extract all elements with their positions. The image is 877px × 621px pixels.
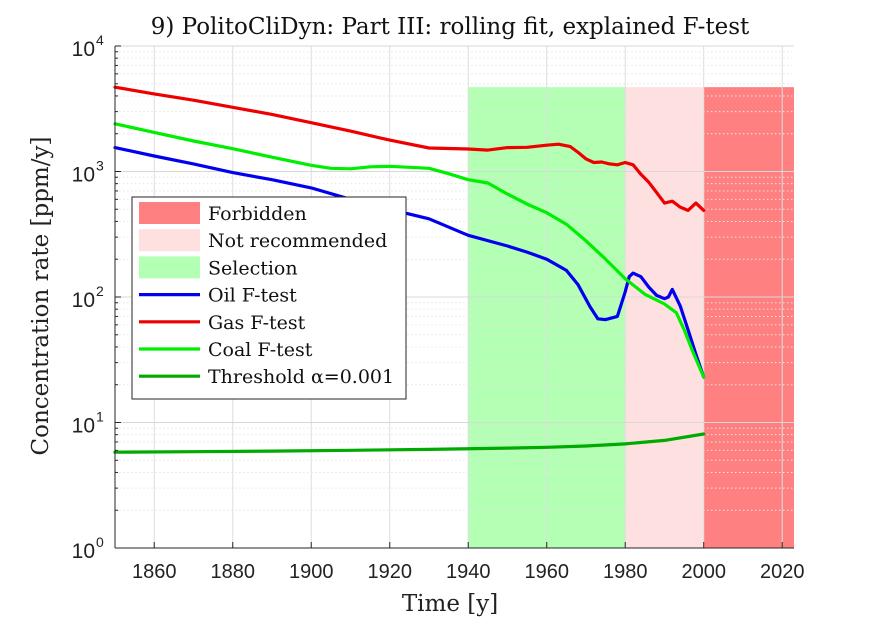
- legend-label-oil-f-test: Oil F-test: [208, 285, 297, 307]
- series-threshold-0-001: [113, 432, 706, 454]
- x-tick-label: 1980: [603, 561, 648, 583]
- legend-label-gas-f-test: Gas F-test: [208, 312, 306, 334]
- x-tick-label: 2020: [760, 561, 805, 583]
- series-oil-f-test: [113, 146, 706, 379]
- axes: [114, 45, 794, 549]
- x-tick-label: 1920: [367, 561, 412, 583]
- region-forbidden: [703, 87, 794, 548]
- legend-swatch-forbidden: [139, 202, 200, 224]
- region-not-recommended: [625, 87, 704, 548]
- y-tick-exponent: 0: [96, 534, 104, 550]
- x-tick-label: 1960: [524, 561, 569, 583]
- series-coal-f-test: [113, 122, 706, 379]
- legend-label-selection: Selection: [208, 257, 298, 279]
- y-tick-label: 10: [72, 164, 95, 187]
- y-tick-exponent: 4: [96, 32, 104, 48]
- x-tick-label: 1940: [446, 561, 491, 583]
- x-tick-label: 1860: [132, 561, 177, 583]
- legend-label-threshold-0-001: Threshold α=0.001: [208, 366, 394, 388]
- legend-swatch-selection: [139, 256, 200, 279]
- y-tick-label: 10: [72, 540, 95, 563]
- x-tick-label: 2000: [681, 561, 726, 583]
- y-tick-exponent: 1: [96, 409, 104, 425]
- y-axis-label: Concentration rate [ppm/y]: [28, 137, 54, 456]
- legend-label-not-recommended: Not recommended: [208, 230, 387, 252]
- y-tick-label: 10: [72, 415, 95, 438]
- y-tick-exponent: 3: [96, 158, 104, 174]
- x-tick-label: 1900: [289, 561, 334, 583]
- chart-title: 9) PolitoCliDyn: Part III: rolling fit, …: [151, 14, 750, 40]
- legend-swatch-not-recommended: [139, 229, 200, 252]
- y-tick-label: 10: [72, 38, 95, 61]
- data-series: [113, 85, 706, 454]
- x-tick-label: 1880: [210, 561, 255, 583]
- x-axis-label: Time [y]: [402, 591, 498, 617]
- legend: Forbidden Not recommended Selection Oil F-t…: [131, 196, 407, 400]
- legend-label-forbidden: Forbidden: [208, 203, 307, 225]
- series-gas-f-test: [113, 85, 706, 212]
- y-tick-exponent: 2: [96, 283, 104, 299]
- legend-label-coal-f-test: Coal F-test: [208, 339, 313, 361]
- y-tick-label: 10: [72, 289, 95, 312]
